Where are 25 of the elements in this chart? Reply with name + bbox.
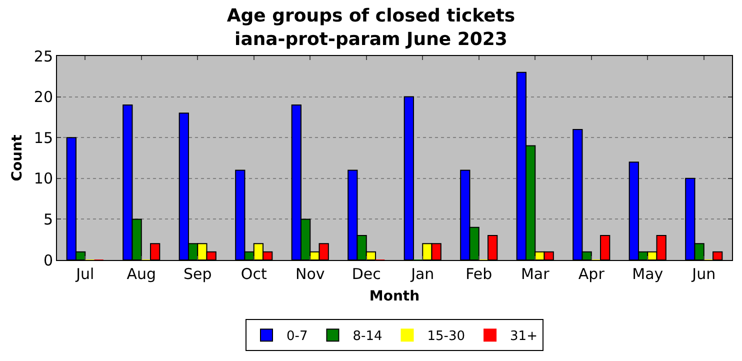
y-tick-label: 5 [43, 210, 53, 228]
y-tick-label: 0 [43, 251, 53, 270]
x-tick-label: Jun [691, 265, 716, 283]
legend-label: 8-14 [352, 329, 382, 344]
chart-title: Age groups of closed tickets iana-prot-param June 2023 [226, 6, 516, 50]
legend-label: 0-7 [286, 329, 308, 344]
x-tick-label: Apr [578, 265, 606, 283]
y-tick-label: 15 [34, 128, 53, 147]
y-axis-title: Count [10, 134, 26, 182]
legend-label: 15-30 [427, 329, 466, 344]
x-axis-title: Month [369, 288, 420, 304]
y-tick-label: 10 [34, 170, 53, 188]
x-tick-label: Sep [183, 265, 212, 283]
y-tick-label: 20 [34, 88, 53, 106]
x-tick-label: Feb [466, 265, 492, 283]
x-tick-label: Aug [126, 265, 156, 283]
legend-label: 31+ [510, 329, 538, 344]
x-tick-label: Dec [352, 265, 381, 283]
x-tick-label: Jul [75, 265, 94, 283]
y-tick-label: 25 [34, 47, 53, 66]
x-tick-label: Nov [295, 265, 325, 283]
x-tick-label: May [632, 265, 664, 283]
x-tick-label: Jan [410, 265, 434, 283]
x-tick-label: Oct [240, 265, 267, 283]
x-tick-label: Mar [520, 265, 550, 283]
